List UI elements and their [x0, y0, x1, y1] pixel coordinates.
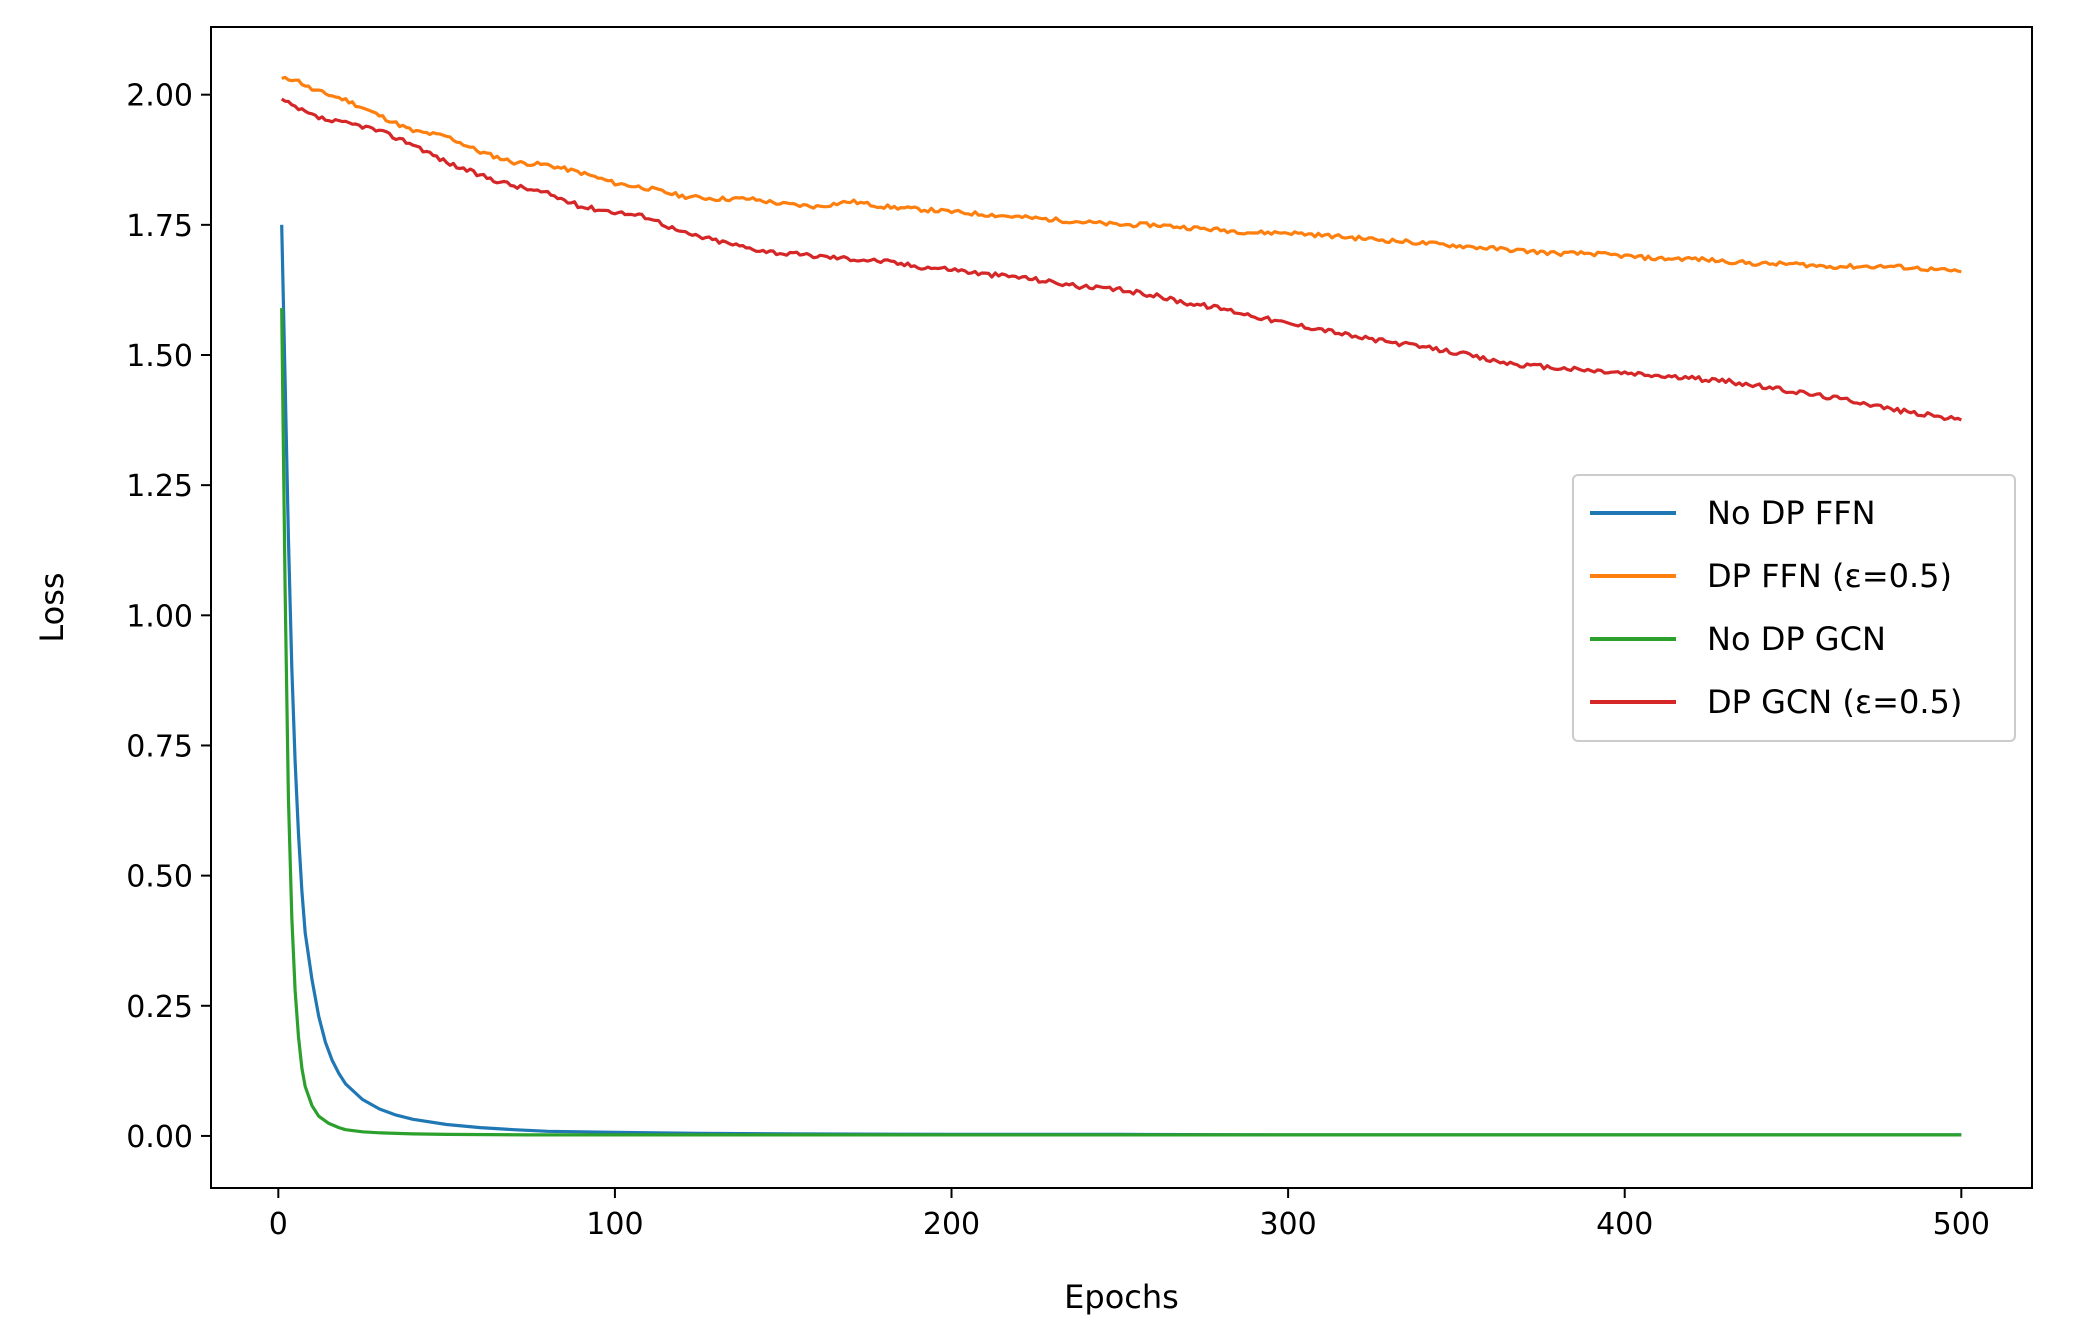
legend-label-1: No DP FFN — [1707, 494, 1876, 532]
legend-box — [1572, 474, 2016, 742]
legend: No DP FFN DP FFN (ε=0.5) No DP GCN DP GCN (… — [1572, 474, 2016, 742]
x-axis: 0 100 200 300 400 500 — [269, 1188, 1990, 1242]
y-tick-label: 1.00 — [126, 599, 193, 634]
y-tick-label: 0.75 — [126, 729, 193, 764]
y-axis-label: Loss — [33, 572, 71, 642]
series-line-4 — [280, 97, 1963, 422]
y-tick-label: 1.50 — [126, 339, 193, 374]
series-line-3 — [280, 308, 1962, 1137]
x-tick-label: 500 — [1933, 1207, 1990, 1242]
x-axis-label: Epochs — [1064, 1278, 1179, 1316]
y-tick-label: 1.75 — [126, 209, 193, 244]
legend-label-3: No DP GCN — [1707, 620, 1886, 658]
y-tick-label: 1.25 — [126, 469, 193, 504]
x-tick-label: 200 — [923, 1207, 980, 1242]
x-tick-label: 0 — [269, 1207, 288, 1242]
y-tick-label: 2.00 — [126, 79, 193, 114]
y-tick-label: 0.25 — [126, 990, 193, 1025]
x-tick-label: 300 — [1259, 1207, 1316, 1242]
y-axis: 0.00 0.25 0.50 0.75 1.00 1.25 1.50 1.75 2.00 — [126, 79, 211, 1155]
legend-label-2: DP FFN (ε=0.5) — [1707, 557, 1952, 595]
x-tick-label: 400 — [1596, 1207, 1653, 1242]
series-line-2 — [281, 75, 1962, 274]
plot-frame — [210, 26, 2033, 1189]
y-tick-label: 0.50 — [126, 860, 193, 895]
legend-label-4: DP GCN (ε=0.5) — [1707, 683, 1962, 721]
series-layer — [280, 75, 1963, 1137]
x-tick-label: 100 — [586, 1207, 643, 1242]
y-tick-label: 0.00 — [126, 1120, 193, 1155]
